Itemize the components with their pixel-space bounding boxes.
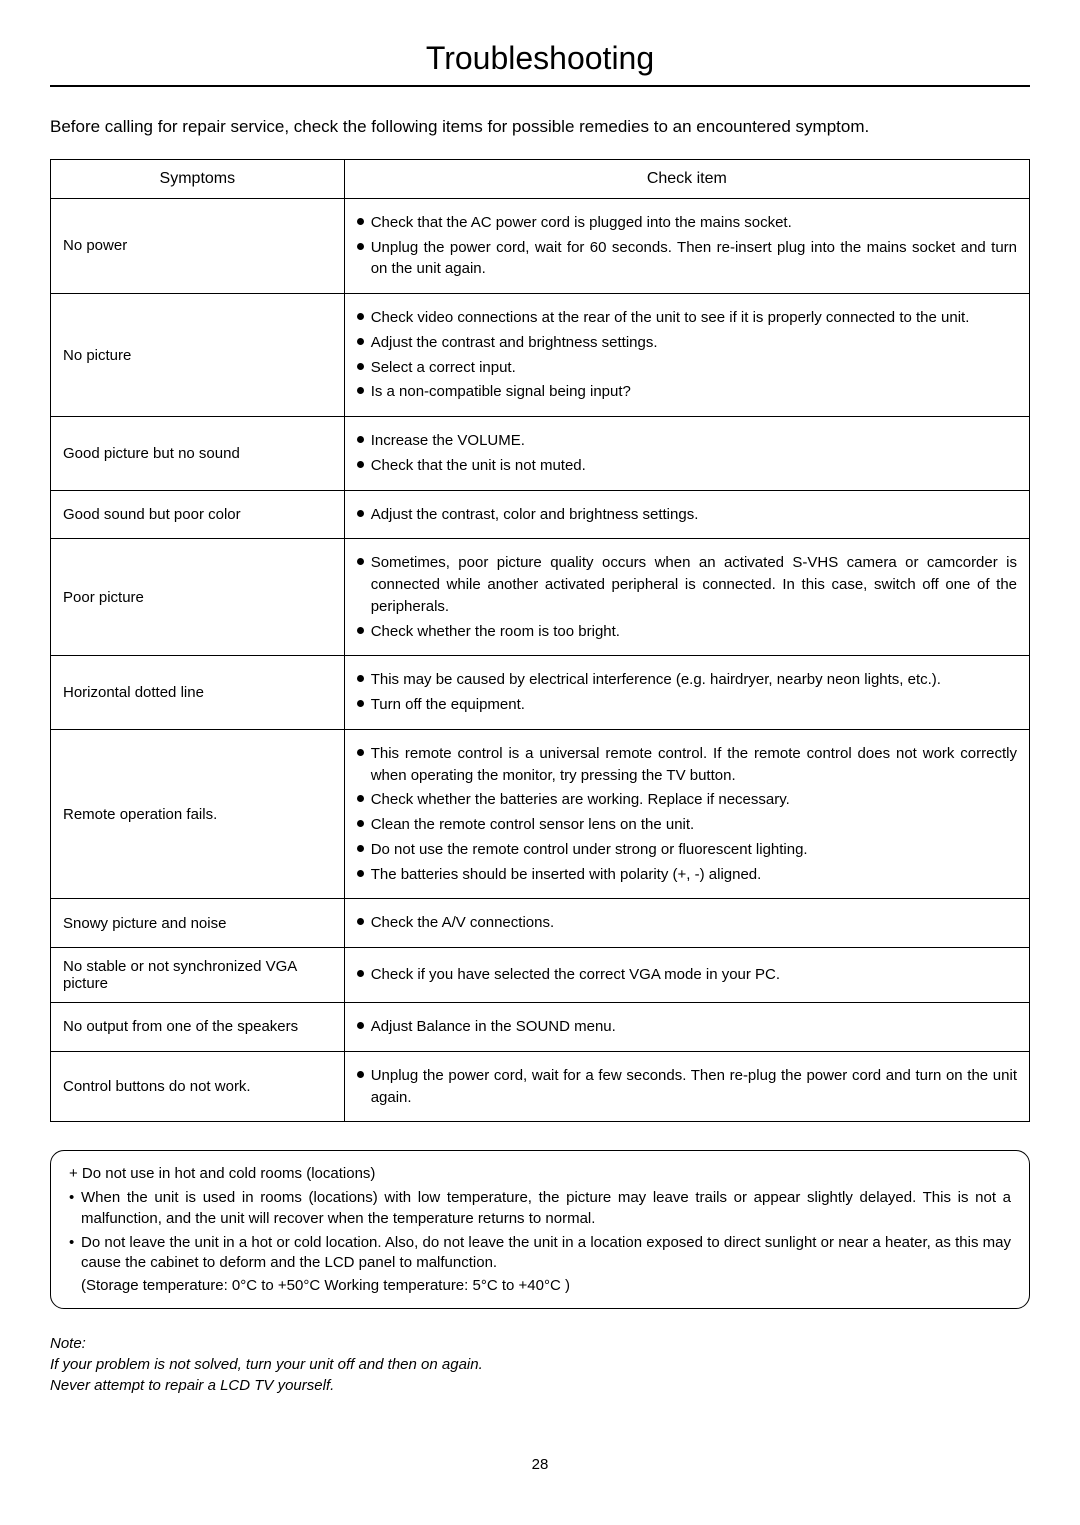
check-item: Check video connections at the rear of t… <box>357 307 1017 329</box>
symptom-cell: No picture <box>51 294 345 417</box>
warning-item: Do not leave the unit in a hot or cold l… <box>69 1233 1011 1274</box>
note-line-2: Never attempt to repair a LCD TV yoursel… <box>50 1375 1030 1396</box>
check-cell: Adjust the contrast, color and brightnes… <box>344 490 1029 539</box>
check-item: Unplug the power cord, wait for a few se… <box>357 1065 1017 1109</box>
check-cell: Increase the VOLUME. Check that the unit … <box>344 417 1029 491</box>
page-title: Troubleshooting <box>50 40 1030 87</box>
symptom-cell: Good picture but no sound <box>51 417 345 491</box>
check-item: Is a non-compatible signal being input? <box>357 381 1017 403</box>
symptom-cell: No output from one of the speakers <box>51 1003 345 1052</box>
check-item: Check that the AC power cord is plugged … <box>357 212 1017 234</box>
check-item: Adjust the contrast, color and brightnes… <box>357 504 1017 526</box>
symptom-cell: Poor picture <box>51 539 345 656</box>
check-item: Sometimes, poor picture quality occurs w… <box>357 552 1017 617</box>
check-item: Check whether the room is too bright. <box>357 621 1017 643</box>
check-item: Turn off the equipment. <box>357 694 1017 716</box>
check-item: The batteries should be inserted with po… <box>357 864 1017 886</box>
check-item: Check that the unit is not muted. <box>357 455 1017 477</box>
warning-item: When the unit is used in rooms (location… <box>69 1188 1011 1229</box>
intro-text: Before calling for repair service, check… <box>50 115 1030 139</box>
check-item: Clean the remote control sensor lens on … <box>357 814 1017 836</box>
check-cell: This remote control is a universal remot… <box>344 729 1029 899</box>
table-row: No stable or not synchronized VGA pictur… <box>51 948 1030 1003</box>
check-cell: Check that the AC power cord is plugged … <box>344 198 1029 293</box>
check-item: Check if you have selected the correct V… <box>357 964 1017 986</box>
symptom-cell: Control buttons do not work. <box>51 1051 345 1122</box>
table-row: Snowy picture and noise Check the A/V con… <box>51 899 1030 948</box>
symptom-cell: No stable or not synchronized VGA pictur… <box>51 948 345 1003</box>
check-item: Check whether the batteries are working.… <box>357 789 1017 811</box>
check-cell: This may be caused by electrical interfe… <box>344 656 1029 730</box>
troubleshooting-table: Symptoms Check item No power Check that t… <box>50 159 1030 1123</box>
symptom-cell: Horizontal dotted line <box>51 656 345 730</box>
symptom-cell: Good sound but poor color <box>51 490 345 539</box>
note-label: Note: <box>50 1333 1030 1354</box>
check-item: Increase the VOLUME. <box>357 430 1017 452</box>
symptom-cell: Snowy picture and noise <box>51 899 345 948</box>
symptom-cell: Remote operation fails. <box>51 729 345 899</box>
table-row: Horizontal dotted line This may be caused… <box>51 656 1030 730</box>
check-cell: Check if you have selected the correct V… <box>344 948 1029 1003</box>
check-item: This remote control is a universal remot… <box>357 743 1017 787</box>
page-number: 28 <box>50 1456 1030 1473</box>
header-symptoms: Symptoms <box>51 159 345 198</box>
check-cell: Check the A/V connections. <box>344 899 1029 948</box>
check-cell: Adjust Balance in the SOUND menu. <box>344 1003 1029 1052</box>
table-row: No output from one of the speakers Adjust… <box>51 1003 1030 1052</box>
check-item: Do not use the remote control under stro… <box>357 839 1017 861</box>
table-row: No picture Check video connections at the… <box>51 294 1030 417</box>
warning-temperature-spec: (Storage temperature: 0°C to +50°C Worki… <box>69 1277 1011 1294</box>
warning-list: When the unit is used in rooms (location… <box>69 1188 1011 1273</box>
check-cell: Check video connections at the rear of t… <box>344 294 1029 417</box>
check-item: Adjust Balance in the SOUND menu. <box>357 1016 1017 1038</box>
temperature-warning-box: + Do not use in hot and cold rooms (loca… <box>50 1150 1030 1309</box>
warning-heading: + Do not use in hot and cold rooms (loca… <box>69 1165 1011 1182</box>
check-item: Check the A/V connections. <box>357 912 1017 934</box>
table-row: Control buttons do not work. Unplug the p… <box>51 1051 1030 1122</box>
table-row: No power Check that the AC power cord is … <box>51 198 1030 293</box>
check-item: Select a correct input. <box>357 357 1017 379</box>
check-item: Adjust the contrast and brightness setti… <box>357 332 1017 354</box>
table-row: Good picture but no soundIncrease the VO… <box>51 417 1030 491</box>
symptom-cell: No power <box>51 198 345 293</box>
header-check: Check item <box>344 159 1029 198</box>
check-item: This may be caused by electrical interfe… <box>357 669 1017 691</box>
note-line-1: If your problem is not solved, turn your… <box>50 1354 1030 1375</box>
check-cell: Sometimes, poor picture quality occurs w… <box>344 539 1029 656</box>
table-row: Poor pictureSometimes, poor picture qual… <box>51 539 1030 656</box>
note-block: Note: If your problem is not solved, tur… <box>50 1333 1030 1396</box>
check-item: Unplug the power cord, wait for 60 secon… <box>357 237 1017 281</box>
check-cell: Unplug the power cord, wait for a few se… <box>344 1051 1029 1122</box>
table-row: Remote operation fails. This remote contr… <box>51 729 1030 899</box>
table-row: Good sound but poor color Adjust the cont… <box>51 490 1030 539</box>
